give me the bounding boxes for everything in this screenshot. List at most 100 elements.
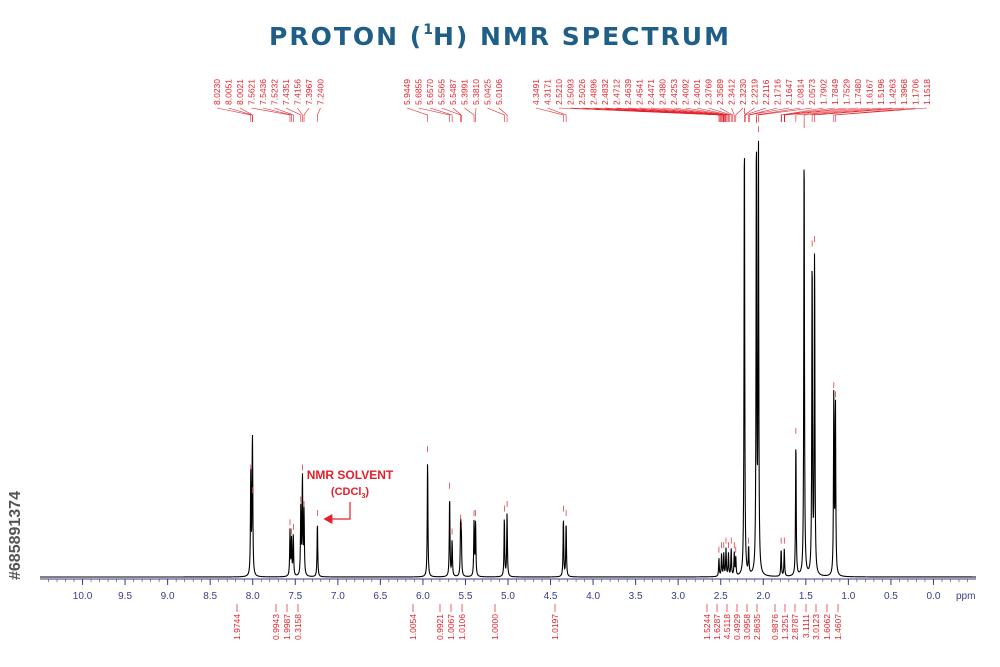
integral-value: 2.8787: [790, 614, 800, 640]
x-tick-label: 1.5: [799, 591, 813, 602]
x-tick-label: 10.0: [73, 591, 93, 602]
peak-label-connector: [285, 107, 302, 122]
peak-label: 2.0814: [796, 79, 806, 105]
peak-label: 5.0106: [494, 79, 504, 105]
title-superscript: 1: [423, 21, 433, 38]
peak-label-connector: [719, 107, 734, 122]
peak-label: 2.3769: [704, 79, 714, 105]
peak-label: 5.3810: [471, 79, 481, 105]
integral-value: 1.9744: [232, 614, 242, 640]
x-tick-label: 4.0: [586, 591, 600, 602]
title-prefix: PROTON (: [269, 22, 424, 51]
peak-label-connector: [262, 107, 292, 122]
peak-label: 2.4832: [600, 79, 610, 105]
peak-label-connector: [783, 107, 847, 122]
peak-label-connector: [406, 107, 428, 122]
integral-value: 1.5244: [702, 614, 712, 640]
peak-label: 5.9449: [402, 79, 412, 105]
peak-label: 1.7529: [842, 79, 852, 105]
integral-labels: 1.9744 0.9943 1.9987 0.3158 1.0054 0.9921 1.00…: [232, 604, 843, 640]
peak-label: 2.4471: [646, 79, 656, 105]
spectrum-line: [40, 140, 976, 578]
peak-label: 2.5093: [566, 79, 576, 105]
annotation-line1: NMR SOLVENT: [307, 468, 394, 482]
x-tick-label: 6.5: [373, 591, 387, 602]
annotation-arrow-line: [331, 502, 351, 520]
peak-label-connector: [758, 107, 813, 122]
peak-label: 8.0051: [224, 79, 234, 105]
integral-value: 1.0000: [490, 614, 500, 640]
x-tick-label: 1.0: [841, 591, 855, 602]
peak-label-connector: [696, 107, 730, 122]
peak-label: 5.6570: [425, 79, 435, 105]
peak-label: 2.4001: [692, 79, 702, 105]
peak-label: 1.7849: [830, 79, 840, 105]
peak-labels: 8.0230 8.0051 8.0021 7.5621 7.5436 7.5232 7.43…: [212, 79, 932, 122]
integral-value: 0.3158: [293, 614, 303, 640]
peak-label: 2.4639: [623, 79, 633, 105]
integral-value: 1.6062: [822, 614, 832, 640]
peak-label: 5.6855: [414, 79, 424, 105]
peak-label-connector: [781, 107, 836, 122]
peak-label-connector: [452, 107, 462, 122]
integral-value: 1.0197: [550, 614, 560, 640]
peak-label: 7.4351: [281, 79, 291, 105]
x-tick-label: 5.5: [459, 591, 473, 602]
peak-label: 5.0425: [483, 79, 493, 105]
x-tick-label: 2.5: [714, 591, 728, 602]
peak-label: 2.0573: [807, 79, 817, 105]
peak-label: 2.4712: [612, 79, 622, 105]
integral-value: 1.6287: [712, 614, 722, 640]
peak-label: 5.3991: [460, 79, 470, 105]
x-tick-label: 9.5: [118, 591, 132, 602]
peak-label-connector: [708, 107, 732, 122]
title-suffix: H) NMR SPECTRUM: [432, 22, 731, 51]
peak-label: 2.2116: [761, 79, 771, 105]
peak-label-connector: [216, 107, 252, 122]
peak-label: 1.1518: [922, 79, 932, 105]
peak-label-connector: [748, 107, 778, 122]
peak-label-connector: [814, 107, 905, 122]
annotation-arrowhead: [323, 514, 333, 524]
x-tick-label: 3.5: [629, 591, 643, 602]
peak-label-connector: [803, 107, 882, 122]
integral-value: 1.0054: [408, 614, 418, 640]
peak-label: 1.7902: [819, 79, 829, 105]
peak-label-connector: [487, 107, 505, 122]
integral-value: 0.9943: [271, 614, 281, 640]
peak-label-connector: [795, 107, 870, 122]
peak-label-connector: [784, 107, 859, 122]
peak-label-connector: [429, 107, 453, 122]
peak-label: 7.5436: [258, 79, 268, 105]
x-tick-label: 2.0: [756, 591, 770, 602]
peak-label: 7.3967: [304, 79, 314, 105]
peak-label: 1.4263: [888, 79, 898, 105]
peak-label: 1.5196: [876, 79, 886, 105]
peak-label: 1.3968: [899, 79, 909, 105]
integral-value: 0.4929: [732, 614, 742, 640]
x-tick-label: 0.0: [927, 591, 941, 602]
integral-value: 1.9987: [282, 614, 292, 640]
integral-value: 1.0067: [446, 614, 456, 640]
x-axis-unit: ppm: [956, 591, 975, 602]
x-tick-label: 0.5: [884, 591, 898, 602]
peak-label-connector: [833, 107, 916, 122]
integral-value: 3.0958: [742, 614, 752, 640]
peak-label-connector: [748, 107, 790, 122]
peak-label: 1.6167: [865, 79, 875, 105]
solvent-annotation: NMR SOLVENT (CDCl3): [307, 468, 394, 524]
peak-label: 2.4896: [589, 79, 599, 105]
peak-label: 4.3491: [531, 79, 541, 105]
peak-label: 2.4092: [681, 79, 691, 105]
peak-label: 2.4253: [669, 79, 679, 105]
peak-label-connector: [535, 107, 564, 122]
peak-label: 2.3230: [738, 79, 748, 105]
peak-label: 2.5026: [577, 79, 587, 105]
integral-value: 0.9876: [770, 614, 780, 640]
x-tick-label: 5.0: [501, 591, 515, 602]
peak-label-connector: [780, 107, 824, 122]
peak-label: 5.5487: [448, 79, 458, 105]
annotation-line2: (CDCl3): [331, 486, 369, 500]
peak-label: 2.4541: [635, 79, 645, 105]
peak-label-connector: [464, 107, 475, 122]
